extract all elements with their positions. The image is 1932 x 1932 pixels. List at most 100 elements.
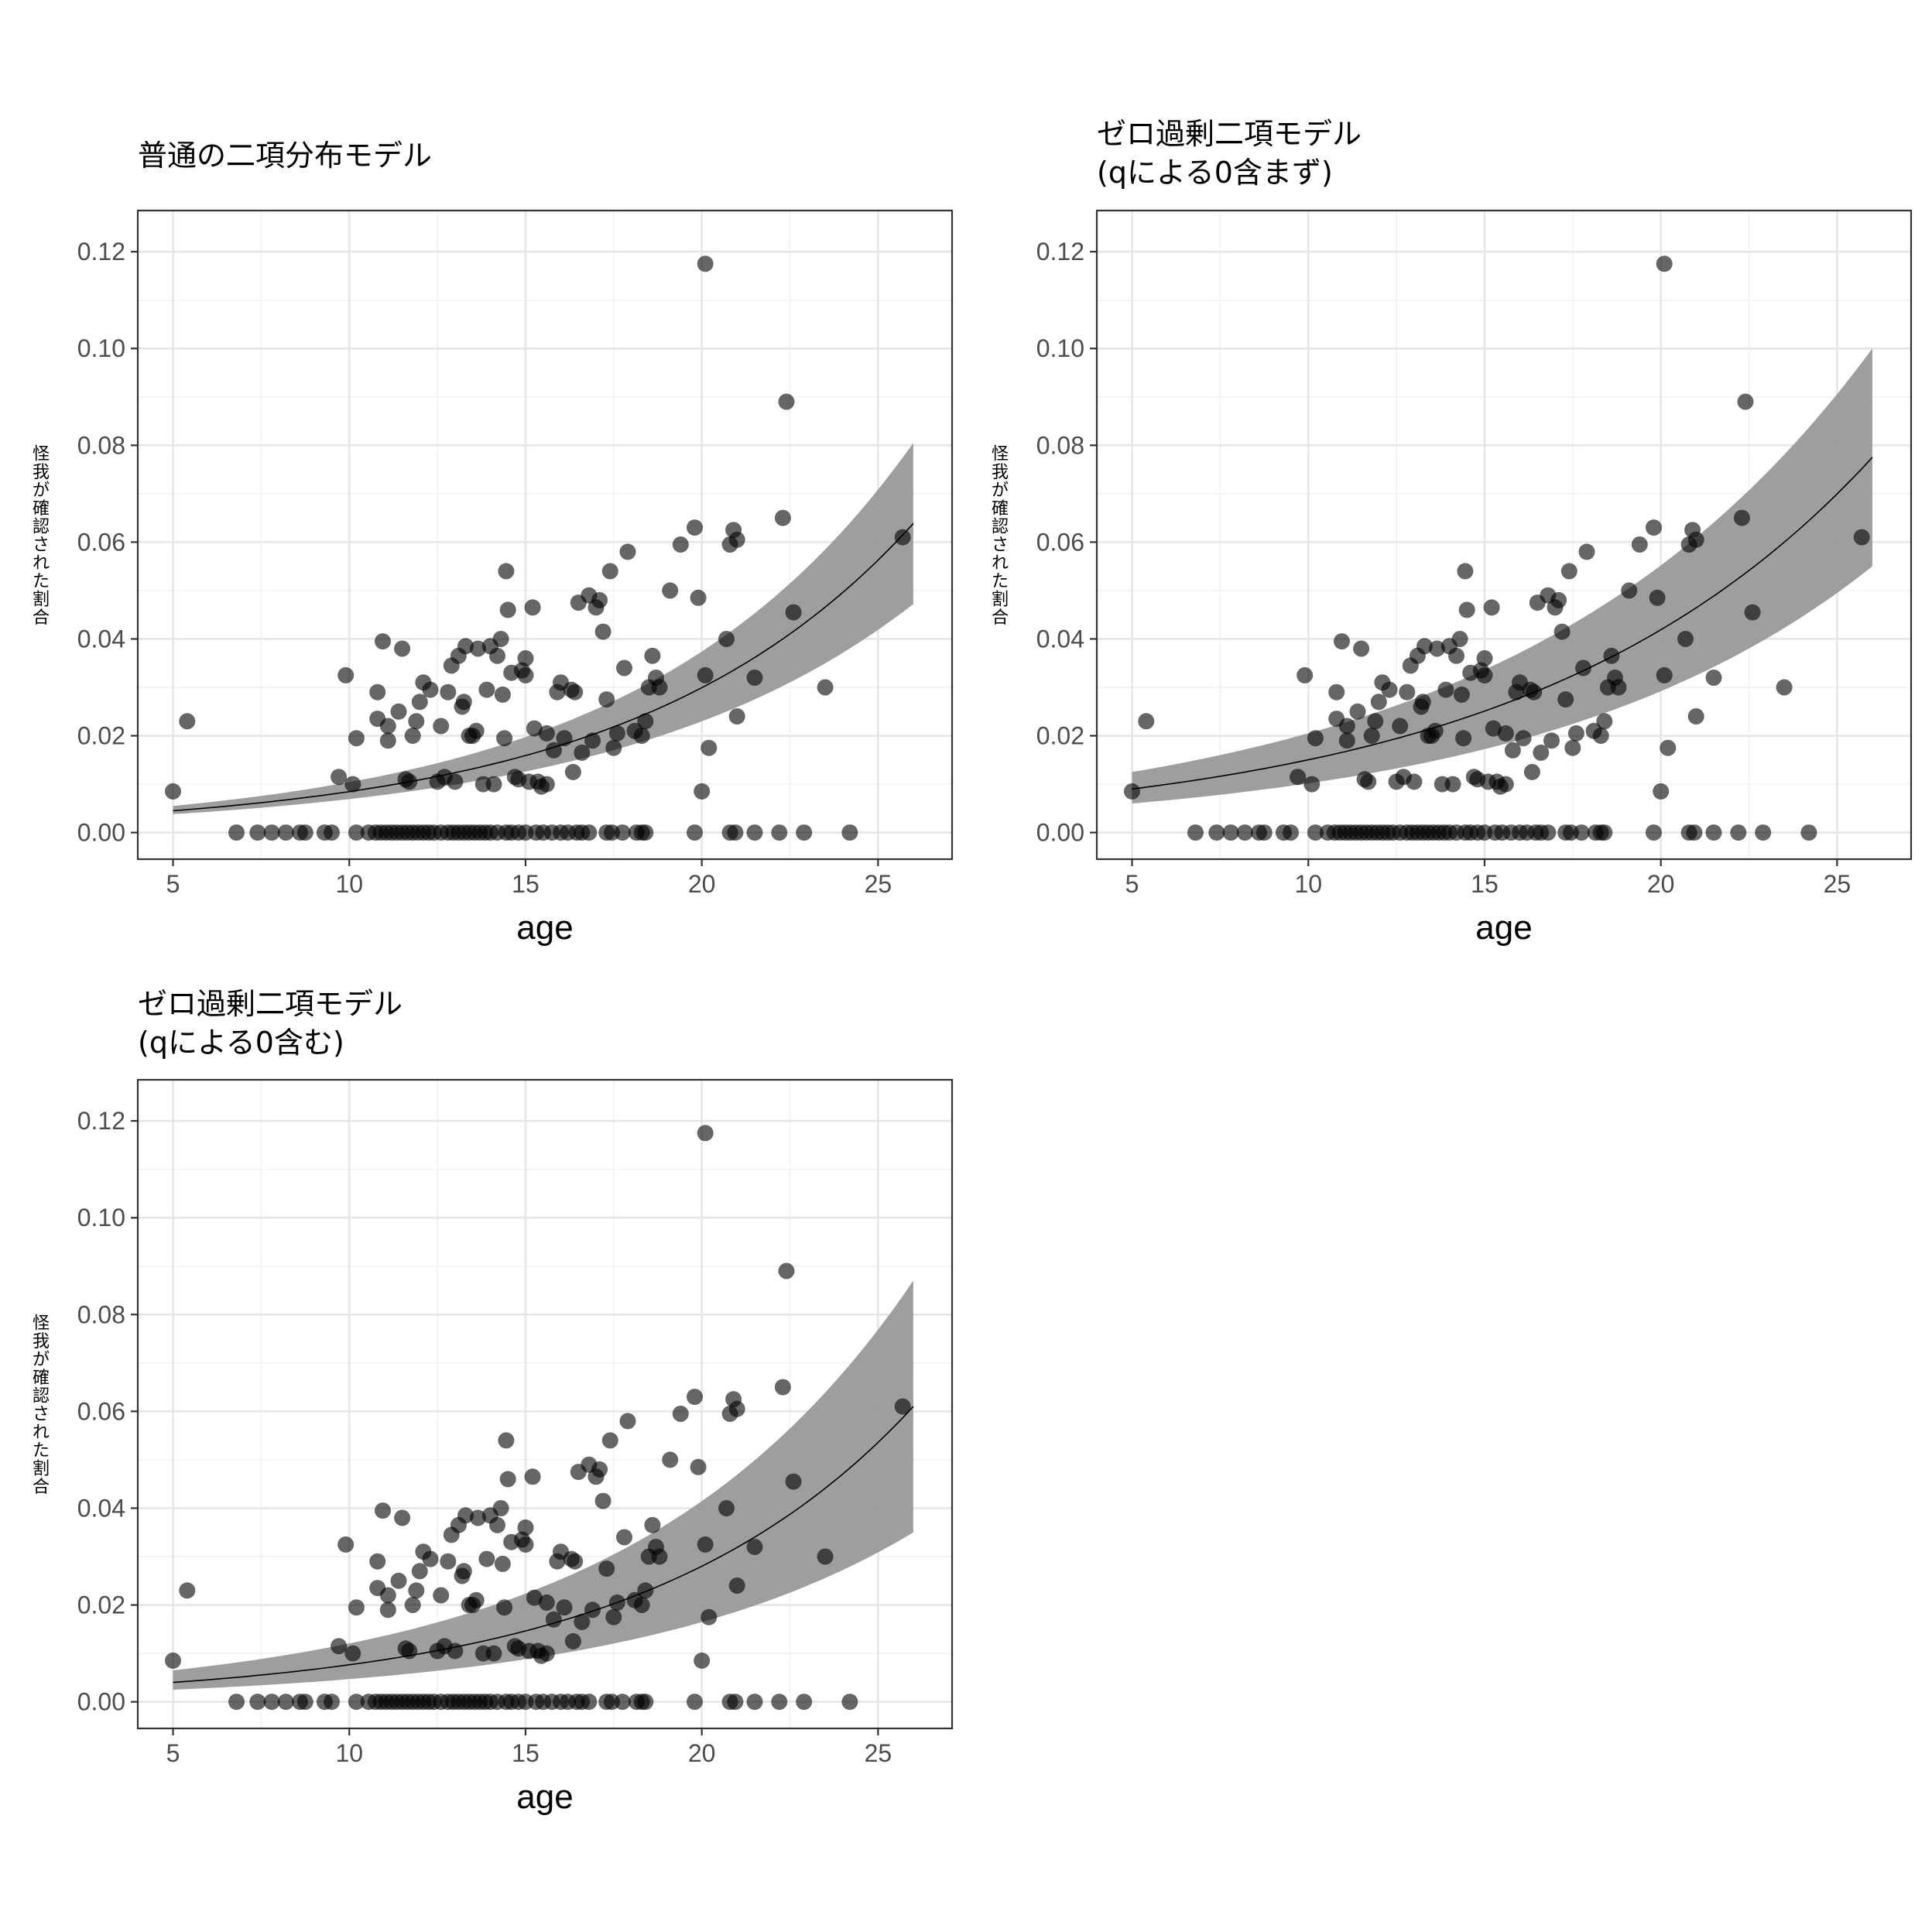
data-point (375, 633, 391, 650)
x-tick-label: 15 (1471, 870, 1499, 898)
data-point (489, 647, 505, 664)
data-point (598, 691, 615, 708)
data-point (1705, 670, 1722, 686)
data-point (457, 1507, 474, 1524)
data-point (1560, 563, 1577, 580)
data-point (179, 1582, 196, 1599)
data-point (651, 679, 668, 696)
data-point (1334, 633, 1350, 650)
data-point (644, 1516, 661, 1533)
data-point (478, 681, 495, 698)
data-point (517, 1536, 534, 1553)
x-tick-label: 25 (865, 1739, 892, 1767)
data-point (1687, 531, 1704, 548)
panel-3: 5 10 15 20 25 0.00 0.02 0.04 0.06 0.08 0.10 0.12 age… (33, 987, 954, 1816)
data-point (701, 1608, 718, 1625)
data-point (524, 599, 541, 616)
data-point (1677, 631, 1694, 647)
data-point (470, 640, 486, 657)
data-point (1656, 255, 1673, 272)
data-point (1578, 543, 1595, 560)
data-point (440, 683, 457, 701)
data-point (422, 681, 439, 698)
data-point (165, 1652, 181, 1669)
data-point (1381, 681, 1398, 698)
data-point (796, 1694, 813, 1711)
data-point (1596, 824, 1613, 841)
data-point (564, 1632, 581, 1649)
data-point (567, 1553, 584, 1570)
data-point (1124, 783, 1140, 800)
data-point (1540, 824, 1557, 841)
x-tick-label: 15 (512, 1739, 540, 1767)
data-point (478, 1550, 495, 1567)
data-points (165, 1125, 911, 1711)
data-point (433, 1587, 450, 1604)
data-point (1399, 683, 1416, 701)
x-tick-label: 15 (512, 870, 540, 898)
data-point (494, 686, 511, 703)
data-point (594, 1492, 611, 1509)
x-tick-label: 10 (335, 870, 363, 898)
data-point (1504, 742, 1521, 759)
data-point (1687, 708, 1704, 724)
data-point (470, 1509, 486, 1526)
y-tick-label: 0.00 (77, 1688, 125, 1716)
data-point (1444, 776, 1461, 793)
data-point (687, 824, 703, 841)
data-point (369, 683, 386, 701)
data-point (771, 824, 788, 841)
data-point (1557, 691, 1574, 708)
data-point (697, 666, 714, 683)
data-point (348, 1599, 365, 1616)
data-point (746, 670, 763, 686)
data-point (1363, 728, 1380, 744)
data-point (1737, 393, 1754, 410)
data-point (228, 1694, 245, 1711)
data-point (455, 694, 472, 711)
data-point (718, 631, 735, 647)
data-point (1367, 713, 1384, 730)
data-point (796, 824, 813, 841)
panel-subtitle: (qによる0含まず) (1097, 156, 1333, 190)
data-point (337, 1536, 355, 1553)
data-point (408, 713, 425, 730)
data-point (1307, 730, 1324, 747)
data-point (499, 601, 516, 618)
data-point (694, 783, 711, 800)
data-point (447, 1643, 464, 1660)
data-point (1656, 666, 1673, 683)
data-point (564, 763, 581, 780)
y-tick-label: 0.06 (1036, 528, 1084, 556)
data-point (1303, 776, 1321, 793)
y-tick-label: 0.08 (1036, 431, 1084, 459)
data-point (447, 773, 464, 790)
data-point (619, 1413, 636, 1430)
data-point (485, 776, 502, 793)
x-tick-label: 20 (688, 870, 716, 898)
y-tick-label: 0.08 (77, 1300, 125, 1328)
x-tick-label: 5 (166, 1739, 180, 1767)
data-point (1497, 724, 1514, 742)
data-point (637, 713, 654, 730)
data-point (1596, 713, 1613, 730)
data-point (651, 1548, 668, 1565)
panel-border (1095, 209, 1913, 861)
fit-line (173, 1406, 914, 1684)
data-point (401, 773, 418, 790)
data-point (690, 589, 707, 606)
data-point (1427, 722, 1444, 739)
data-point (390, 1572, 407, 1589)
y-tick-label: 0.12 (77, 1107, 125, 1135)
data-point (457, 638, 474, 655)
data-point (817, 679, 834, 696)
panel-2: 5 10 15 20 25 0.00 0.02 0.04 0.06 0.08 0.10 0.12 age… (992, 117, 1913, 947)
data-point (605, 739, 622, 756)
data-point (594, 623, 611, 640)
data-point (1453, 686, 1470, 703)
data-point (422, 1550, 439, 1567)
x-axis-label: age (1475, 909, 1532, 947)
data-point (492, 631, 509, 647)
data-point (545, 742, 562, 759)
y-tick-label: 0.12 (1036, 238, 1084, 265)
